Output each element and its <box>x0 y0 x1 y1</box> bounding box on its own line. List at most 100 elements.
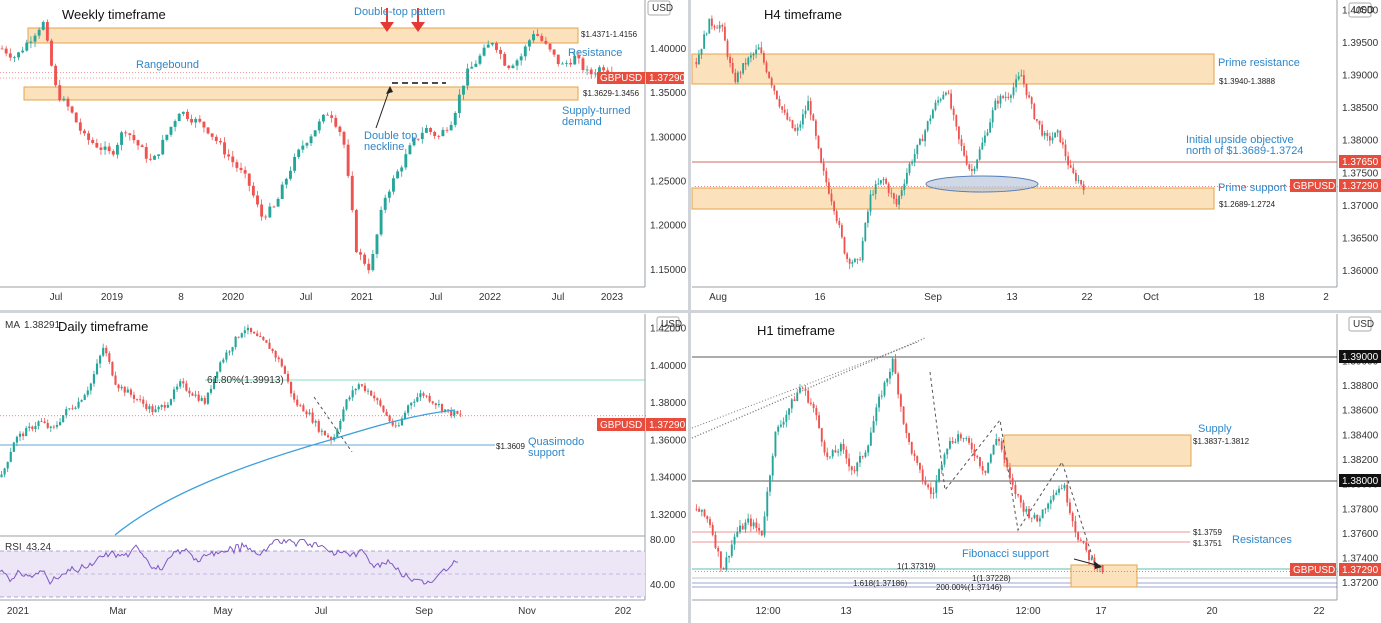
candle <box>345 399 348 410</box>
weekly-std-label-1: Supply-turned <box>562 105 631 117</box>
candle <box>769 475 771 492</box>
y-tick-label: 1.34000 <box>650 473 687 484</box>
x-tick-label: Sep <box>924 292 942 303</box>
candle <box>194 394 197 396</box>
candle <box>1074 521 1077 533</box>
candle <box>330 437 333 441</box>
candle <box>778 98 781 107</box>
y-tick-label: 1.36000 <box>650 435 687 446</box>
candle <box>697 54 700 65</box>
candle <box>842 443 845 450</box>
candle <box>338 126 342 132</box>
candle <box>880 395 883 397</box>
daily-ma-value: 1.38291 <box>24 320 61 331</box>
candle <box>117 384 120 389</box>
candle <box>1030 97 1033 104</box>
candle <box>363 385 367 392</box>
candle <box>799 124 802 128</box>
candle <box>856 462 859 472</box>
candle <box>41 22 45 30</box>
candle <box>703 34 706 49</box>
candle <box>970 442 973 450</box>
candle <box>247 173 251 186</box>
h4-title: H4 timeframe <box>764 7 842 22</box>
candle <box>1061 142 1064 145</box>
candle <box>752 53 755 56</box>
candle <box>346 144 350 176</box>
candle <box>774 431 777 456</box>
candle <box>916 144 919 155</box>
weekly-price: 1.37290 <box>649 73 686 84</box>
candle <box>827 182 830 194</box>
candle <box>744 522 747 530</box>
candle <box>1046 132 1049 137</box>
candle <box>785 414 788 422</box>
candle <box>1002 96 1005 98</box>
h1-fib-label-2: 1(1.37228) <box>972 574 1011 583</box>
candle <box>952 108 955 116</box>
candle <box>695 508 698 510</box>
candle <box>400 418 404 426</box>
candle <box>334 117 338 127</box>
y-tick-label: 1.38600 <box>1342 406 1379 417</box>
candle <box>271 348 274 351</box>
daily-currency: USD <box>661 319 682 330</box>
candle <box>89 383 92 391</box>
candle <box>963 145 966 156</box>
candle <box>95 142 99 148</box>
candle <box>1000 441 1003 450</box>
y-tick-label: 1.38000 <box>650 398 687 409</box>
candle <box>831 450 834 457</box>
x-tick-label: 12:00 <box>1015 606 1040 617</box>
candle <box>1028 508 1030 518</box>
candle <box>163 405 166 408</box>
candle <box>1004 96 1007 98</box>
candle <box>823 441 826 453</box>
daily-quasimodo-label-1: Quasimodo <box>528 436 584 448</box>
candle <box>900 190 903 196</box>
candle <box>370 390 373 396</box>
candle <box>139 399 142 401</box>
x-tick-label: 13 <box>840 606 852 617</box>
h4-objective-label-2: north of $1.3689-1.3724 <box>1186 145 1303 157</box>
candle <box>200 398 203 401</box>
candle <box>970 169 973 171</box>
candle <box>1066 484 1069 503</box>
candle <box>54 65 58 86</box>
h1-fib-label-1: 1(1.37319) <box>897 562 936 571</box>
candle <box>348 397 351 400</box>
candle <box>132 134 136 141</box>
candle <box>1052 495 1055 500</box>
candle <box>379 209 383 235</box>
weekly-symbol: GBPUSD <box>600 73 642 84</box>
x-tick-label: 8 <box>178 292 184 303</box>
candle <box>12 442 15 452</box>
candle <box>991 110 994 123</box>
candle <box>293 393 296 400</box>
candle <box>903 183 906 191</box>
candle <box>793 399 796 402</box>
candle <box>725 557 728 570</box>
h1-marker-2: 1.38000 <box>1342 476 1379 487</box>
candle <box>861 240 864 261</box>
candle <box>934 102 937 110</box>
candle <box>1082 540 1085 543</box>
x-tick-label: 202 <box>615 606 632 617</box>
candle <box>172 389 176 400</box>
candle <box>762 53 765 63</box>
y-tick-label: 1.37000 <box>1342 201 1379 212</box>
y-tick-label: 1.37800 <box>1342 504 1379 515</box>
candle <box>905 172 908 184</box>
candle <box>1056 130 1059 133</box>
candle <box>165 134 169 140</box>
candle <box>760 530 763 536</box>
candle <box>895 198 898 205</box>
candle <box>507 65 511 68</box>
candle <box>62 98 66 101</box>
candle <box>339 420 342 430</box>
x-tick-label: 13 <box>1006 292 1018 303</box>
h1-zone-label: $1.3837-1.3812 <box>1193 437 1250 446</box>
candle <box>385 411 388 416</box>
candle <box>872 193 875 195</box>
candle <box>490 42 494 45</box>
